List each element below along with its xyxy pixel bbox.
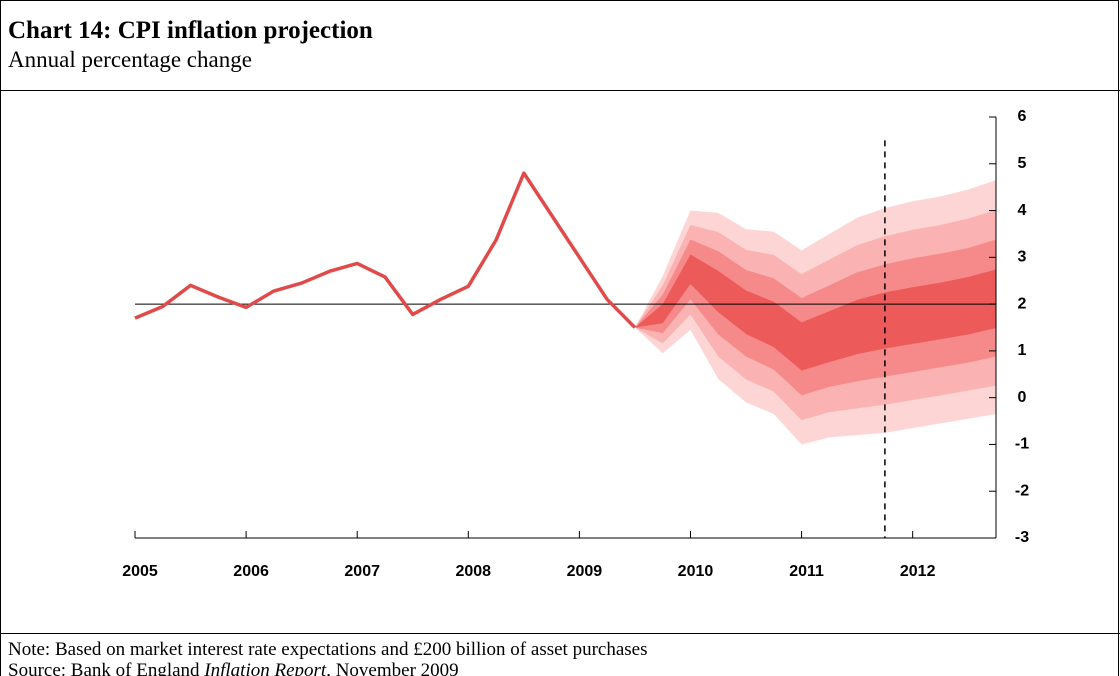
source-text: , November 2009 [326, 660, 458, 676]
x-tick-label: 2008 [455, 563, 491, 580]
y-tick-label: -3 [1015, 529, 1029, 546]
chart-subtitle: Annual percentage change [8, 47, 252, 72]
x-tick-label: 2006 [233, 563, 269, 580]
fan-band [634, 254, 996, 371]
chart-title: Chart 14: CPI inflation projection [8, 17, 373, 44]
x-tick-label: 2005 [122, 563, 158, 580]
history-line [134, 171, 637, 329]
note: Note: Based on market interest rate expe… [8, 639, 647, 660]
y-tick-label: 5 [1018, 155, 1027, 172]
y-tick-label: 2 [1018, 295, 1027, 312]
y-tick-label: 0 [1018, 389, 1027, 406]
source: Source: Bank of England Inflation Report… [8, 660, 459, 676]
y-tick-label: 6 [1018, 108, 1027, 125]
y-tick-label: -1 [1015, 436, 1029, 453]
y-tick-label: 4 [1018, 202, 1027, 219]
x-tick-label: 2009 [567, 563, 603, 580]
x-tick-label: 2007 [344, 563, 380, 580]
source-text: Source: Bank of England [8, 660, 204, 676]
source-title: Inflation Report [203, 660, 327, 676]
y-tick-label: 3 [1018, 249, 1027, 266]
x-tick-label: 2011 [789, 563, 824, 580]
y-tick-label: 1 [1018, 342, 1027, 359]
y-tick-label: -2 [1015, 482, 1029, 499]
x-tick-label: 2010 [678, 563, 714, 580]
x-tick-label: 2012 [900, 563, 936, 580]
